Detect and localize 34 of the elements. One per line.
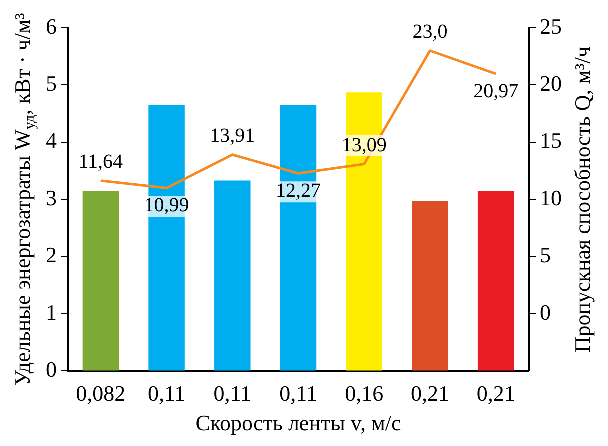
y2-tick-label: 5 [540,242,551,268]
data-label: 20,97 [474,80,519,102]
y-tick-label: 0 [46,356,57,382]
x-tick-label: 0,11 [148,381,186,406]
y-tick-label: 6 [46,14,57,39]
x-tick-label: 0,16 [345,381,384,406]
bar [478,191,514,371]
y2-tick-label: 20 [540,70,562,96]
y2-tick-label: 15 [540,128,562,154]
y2-axis-title: Пропускная способность Q, м³/ч [570,46,595,353]
bar [82,191,120,371]
x-tick-label: 0,11 [214,381,252,406]
data-label: 10,99 [144,194,190,217]
y2-tick-label: 0 [540,300,551,325]
bar [412,201,448,371]
y-tick-label: 5 [46,70,57,96]
y-tick-label: 4 [46,128,57,154]
y-tick-label: 1 [46,300,57,325]
x-tick-label: 0,21 [476,381,516,406]
y-tick-label: 2 [46,242,57,268]
x-tick-label: 0,082 [76,381,126,406]
data-label: 13,09 [342,134,387,156]
data-label: 11,64 [78,151,124,174]
data-label: 12,27 [276,180,321,202]
y2-tick-label: 25 [540,14,562,39]
x-tick-label: 0,11 [280,381,318,406]
y-tick-label: 3 [46,185,57,210]
x-tick-label: 0,21 [410,381,450,406]
y-axis-title: Удельные энергозатраты Wуд, кВт · ч/м³ [10,12,39,386]
data-label: 23,0 [412,21,448,44]
data-label: 13,91 [210,125,256,148]
x-axis-title: Скорость ленты v, м/с [196,410,402,436]
y2-tick-label: 10 [540,185,562,210]
bar [214,180,251,371]
